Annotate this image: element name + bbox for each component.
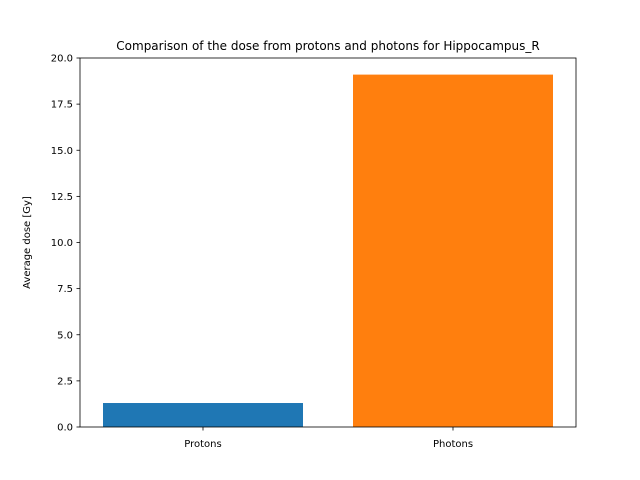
- x-tick-label-protons: Protons: [184, 439, 221, 450]
- y-tick-label: 12.5: [51, 192, 73, 203]
- y-tick-label: 5.0: [57, 330, 73, 341]
- y-tick-label: 0.0: [57, 423, 73, 434]
- y-tick-label: 2.5: [57, 376, 73, 387]
- y-tick-label: 7.5: [57, 284, 73, 295]
- plot-area: 0.0 2.5 5.0 7.5 10.0 12.5 15.0 17.5 20.0 Protons P…: [51, 54, 577, 450]
- y-tick-label: 15.0: [51, 146, 73, 157]
- x-tick-label-photons: Photons: [433, 439, 473, 450]
- chart-title: Comparison of the dose from protons and …: [116, 39, 539, 53]
- y-axis-label: Average dose [Gy]: [22, 196, 33, 289]
- y-tick-label: 10.0: [51, 238, 73, 249]
- y-tick-label: 17.5: [51, 100, 73, 111]
- y-tick-label: 20.0: [51, 54, 73, 65]
- bar-protons: [103, 403, 303, 427]
- bar-photons: [353, 74, 553, 427]
